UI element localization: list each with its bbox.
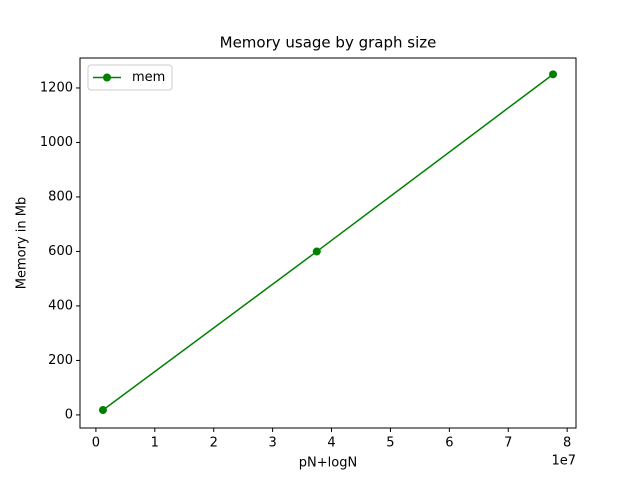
legend-box — [87, 64, 173, 91]
x-tick-label: 5 — [386, 436, 394, 451]
chart-title: Memory usage by graph size — [220, 34, 437, 52]
x-tick-label: 4 — [327, 436, 335, 451]
x-tick-label: 7 — [504, 436, 512, 451]
data-point — [312, 247, 321, 256]
data-point — [98, 406, 107, 415]
x-offset-label: 1e7 — [551, 454, 576, 469]
x-tick-label: 1 — [151, 436, 159, 451]
x-tick-label: 2 — [210, 436, 218, 451]
y-tick-label: 1000 — [40, 135, 73, 150]
y-tick-label: 400 — [48, 298, 73, 313]
y-tick-label: 800 — [48, 189, 73, 204]
x-tick-label: 0 — [92, 436, 100, 451]
x-tick-label: 3 — [268, 436, 276, 451]
legend-marker — [103, 73, 111, 82]
legend-label: mem — [132, 70, 165, 85]
x-tick-label: 6 — [445, 436, 453, 451]
y-tick-label: 200 — [48, 353, 73, 368]
y-tick-label: 600 — [48, 244, 73, 259]
plot-frame — [79, 57, 577, 429]
y-tick-label: 1200 — [40, 80, 73, 95]
y-tick-label: 0 — [65, 407, 73, 422]
x-axis-label: pN+logN — [299, 456, 357, 471]
x-tick-label: 8 — [563, 436, 571, 451]
data-point — [549, 70, 558, 79]
y-axis-label: Memory in Mb — [15, 197, 30, 289]
